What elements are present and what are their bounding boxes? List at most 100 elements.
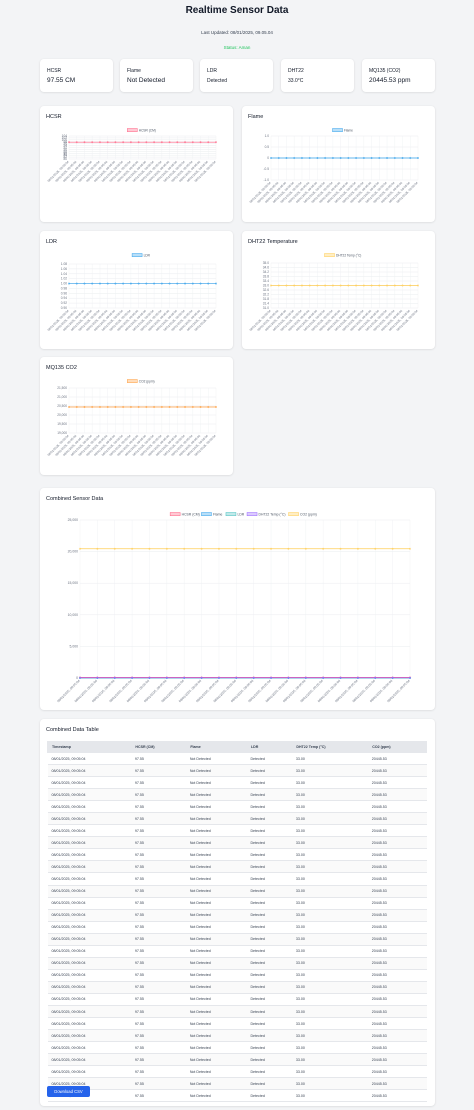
- data-point: [339, 157, 342, 159]
- y-tick-label: 88: [63, 149, 67, 153]
- y-tick-label: 31.0: [263, 306, 269, 310]
- table-cell: 33.00: [291, 920, 368, 934]
- legend-swatch: [201, 512, 212, 516]
- y-tick-label: 0.90: [61, 306, 67, 310]
- table-header-cell: CO2 (ppm): [367, 741, 427, 753]
- y-tick-label: 34.2: [263, 270, 269, 274]
- download-csv-button[interactable]: Download CSV: [47, 1086, 90, 1097]
- table-cell: Not Detected: [185, 776, 247, 790]
- data-point: [91, 141, 94, 144]
- y-tick-label: 31.8: [263, 297, 269, 301]
- table-cell: Detected: [246, 980, 292, 994]
- table-cell: Not Detected: [185, 1065, 247, 1079]
- table-header-row: Timestamp HCSR (CM) Flame LDR DHT22 Temp (°C…: [46, 741, 427, 753]
- data-point: [293, 157, 296, 159]
- y-tick-label: 35.0: [263, 261, 269, 265]
- table-cell: 33.00: [291, 1089, 368, 1103]
- table-cell: 33.00: [291, 812, 368, 826]
- table-cell: 08/01/2025, 09:05:04: [47, 956, 131, 970]
- data-point: [145, 141, 148, 144]
- data-point: [168, 282, 171, 285]
- table-cell: 08/01/2025, 09:05:04: [47, 860, 131, 874]
- table-cell: Not Detected: [185, 1077, 247, 1091]
- y-tick-label: 31.4: [263, 302, 269, 306]
- table-cell: 20445.53: [367, 908, 427, 922]
- table-cell: Not Detected: [185, 1017, 247, 1031]
- data-point: [293, 284, 296, 287]
- y-tick-label: 104: [62, 134, 68, 138]
- data-point: [391, 547, 394, 550]
- hcsr-chart: 1041021009896949290888684828008/01/2025,…: [47, 128, 217, 183]
- table-cell: 97.55: [130, 812, 186, 826]
- table-cell: 97.55: [130, 764, 186, 778]
- table-cell: Detected: [246, 812, 292, 826]
- table-cell: Detected: [246, 968, 292, 982]
- y-tick-label: 0.98: [61, 286, 67, 290]
- kpi-label: HCSR: [47, 68, 62, 74]
- y-tick-label: 102: [62, 136, 68, 140]
- legend-swatch: [288, 512, 299, 516]
- legend-swatch: [131, 253, 143, 257]
- table-cell: Detected: [246, 800, 292, 814]
- legend-label: DHT22 Temp (°C): [259, 512, 286, 516]
- table-cell: Not Detected: [185, 872, 247, 886]
- table-cell: 08/01/2025, 09:05:04: [47, 884, 131, 898]
- table-cell: 33.00: [291, 1077, 368, 1091]
- table-cell: 20445.53: [367, 1077, 427, 1091]
- table-cell: Not Detected: [185, 1089, 247, 1103]
- table-cell: 08/01/2025, 09:05:04: [47, 751, 131, 766]
- table-cell: 33.00: [291, 884, 368, 898]
- table-cell: 97.55: [130, 992, 186, 1006]
- legend-swatch: [332, 128, 343, 132]
- table-cell: Detected: [246, 824, 292, 838]
- table-cell: 97.55: [130, 932, 186, 946]
- data-point: [316, 157, 319, 159]
- data-point: [409, 676, 411, 679]
- data-point: [184, 406, 187, 408]
- y-tick-label: 1.02: [61, 277, 67, 281]
- data-point: [200, 547, 203, 550]
- table-header-cell: LDR: [245, 741, 293, 753]
- table-cell: Not Detected: [185, 788, 247, 802]
- dht-chart-card: DHT22 Temperature 35.0 34.6 34.2 33.8 33.4 33…: [242, 231, 435, 349]
- data-point: [308, 157, 311, 159]
- data-point: [362, 157, 365, 159]
- y-tick-label: 19,500: [57, 422, 67, 426]
- kpi-card-hcsr: HCSR 97.55 CM: [40, 59, 113, 92]
- data-point: [370, 284, 373, 287]
- table-cell: Not Detected: [185, 860, 247, 874]
- table-header-cell: Timestamp: [46, 741, 132, 753]
- table-cell: Not Detected: [185, 751, 247, 766]
- data-point: [176, 406, 179, 408]
- data-point: [114, 406, 117, 408]
- table-cell: 97.55: [130, 1017, 186, 1031]
- data-point: [331, 157, 334, 159]
- data-point: [304, 676, 307, 679]
- table-cell: 97.55: [130, 1004, 186, 1019]
- page-title: Realtime Sensor Data: [185, 5, 289, 16]
- table-header-cell: DHT22 Temp (°C): [291, 741, 369, 753]
- table-cell: 08/01/2025, 09:05:04: [47, 944, 131, 958]
- data-point: [68, 406, 70, 408]
- data-point: [374, 547, 377, 550]
- table-cell: Not Detected: [185, 1053, 247, 1067]
- data-point: [374, 676, 377, 679]
- data-point: [347, 284, 350, 287]
- data-point: [160, 282, 163, 285]
- table-cell: 20445.53: [367, 1053, 427, 1067]
- data-point: [285, 157, 288, 159]
- kpi-card-ldr: LDR Detected: [200, 59, 273, 92]
- table-cell: 20445.53: [367, 800, 427, 814]
- data-point: [304, 547, 307, 550]
- legend-label: CO2 (ppm): [139, 379, 155, 383]
- kpi-value: Detected: [207, 78, 228, 84]
- table-cell: 08/01/2025, 09:05:04: [47, 812, 131, 826]
- y-tick-label: 33.0: [263, 284, 269, 288]
- data-point: [137, 141, 140, 144]
